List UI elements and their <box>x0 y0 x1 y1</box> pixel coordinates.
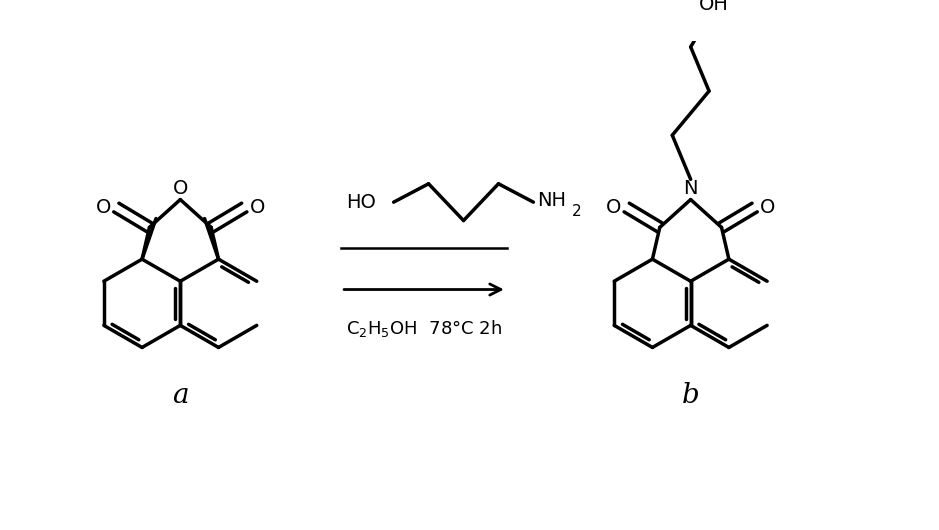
Text: N: N <box>684 179 698 198</box>
Text: O: O <box>607 198 622 217</box>
Text: C$_2$H$_5$OH  78°C 2h: C$_2$H$_5$OH 78°C 2h <box>346 317 502 339</box>
Text: b: b <box>682 382 700 409</box>
Text: O: O <box>250 198 265 217</box>
Text: O: O <box>173 179 188 198</box>
Text: NH: NH <box>537 191 566 210</box>
Text: HO: HO <box>346 193 376 211</box>
Text: O: O <box>96 198 111 217</box>
Text: O: O <box>760 198 776 217</box>
Text: 2: 2 <box>572 204 581 219</box>
Text: OH: OH <box>699 0 729 14</box>
Text: a: a <box>172 382 189 409</box>
